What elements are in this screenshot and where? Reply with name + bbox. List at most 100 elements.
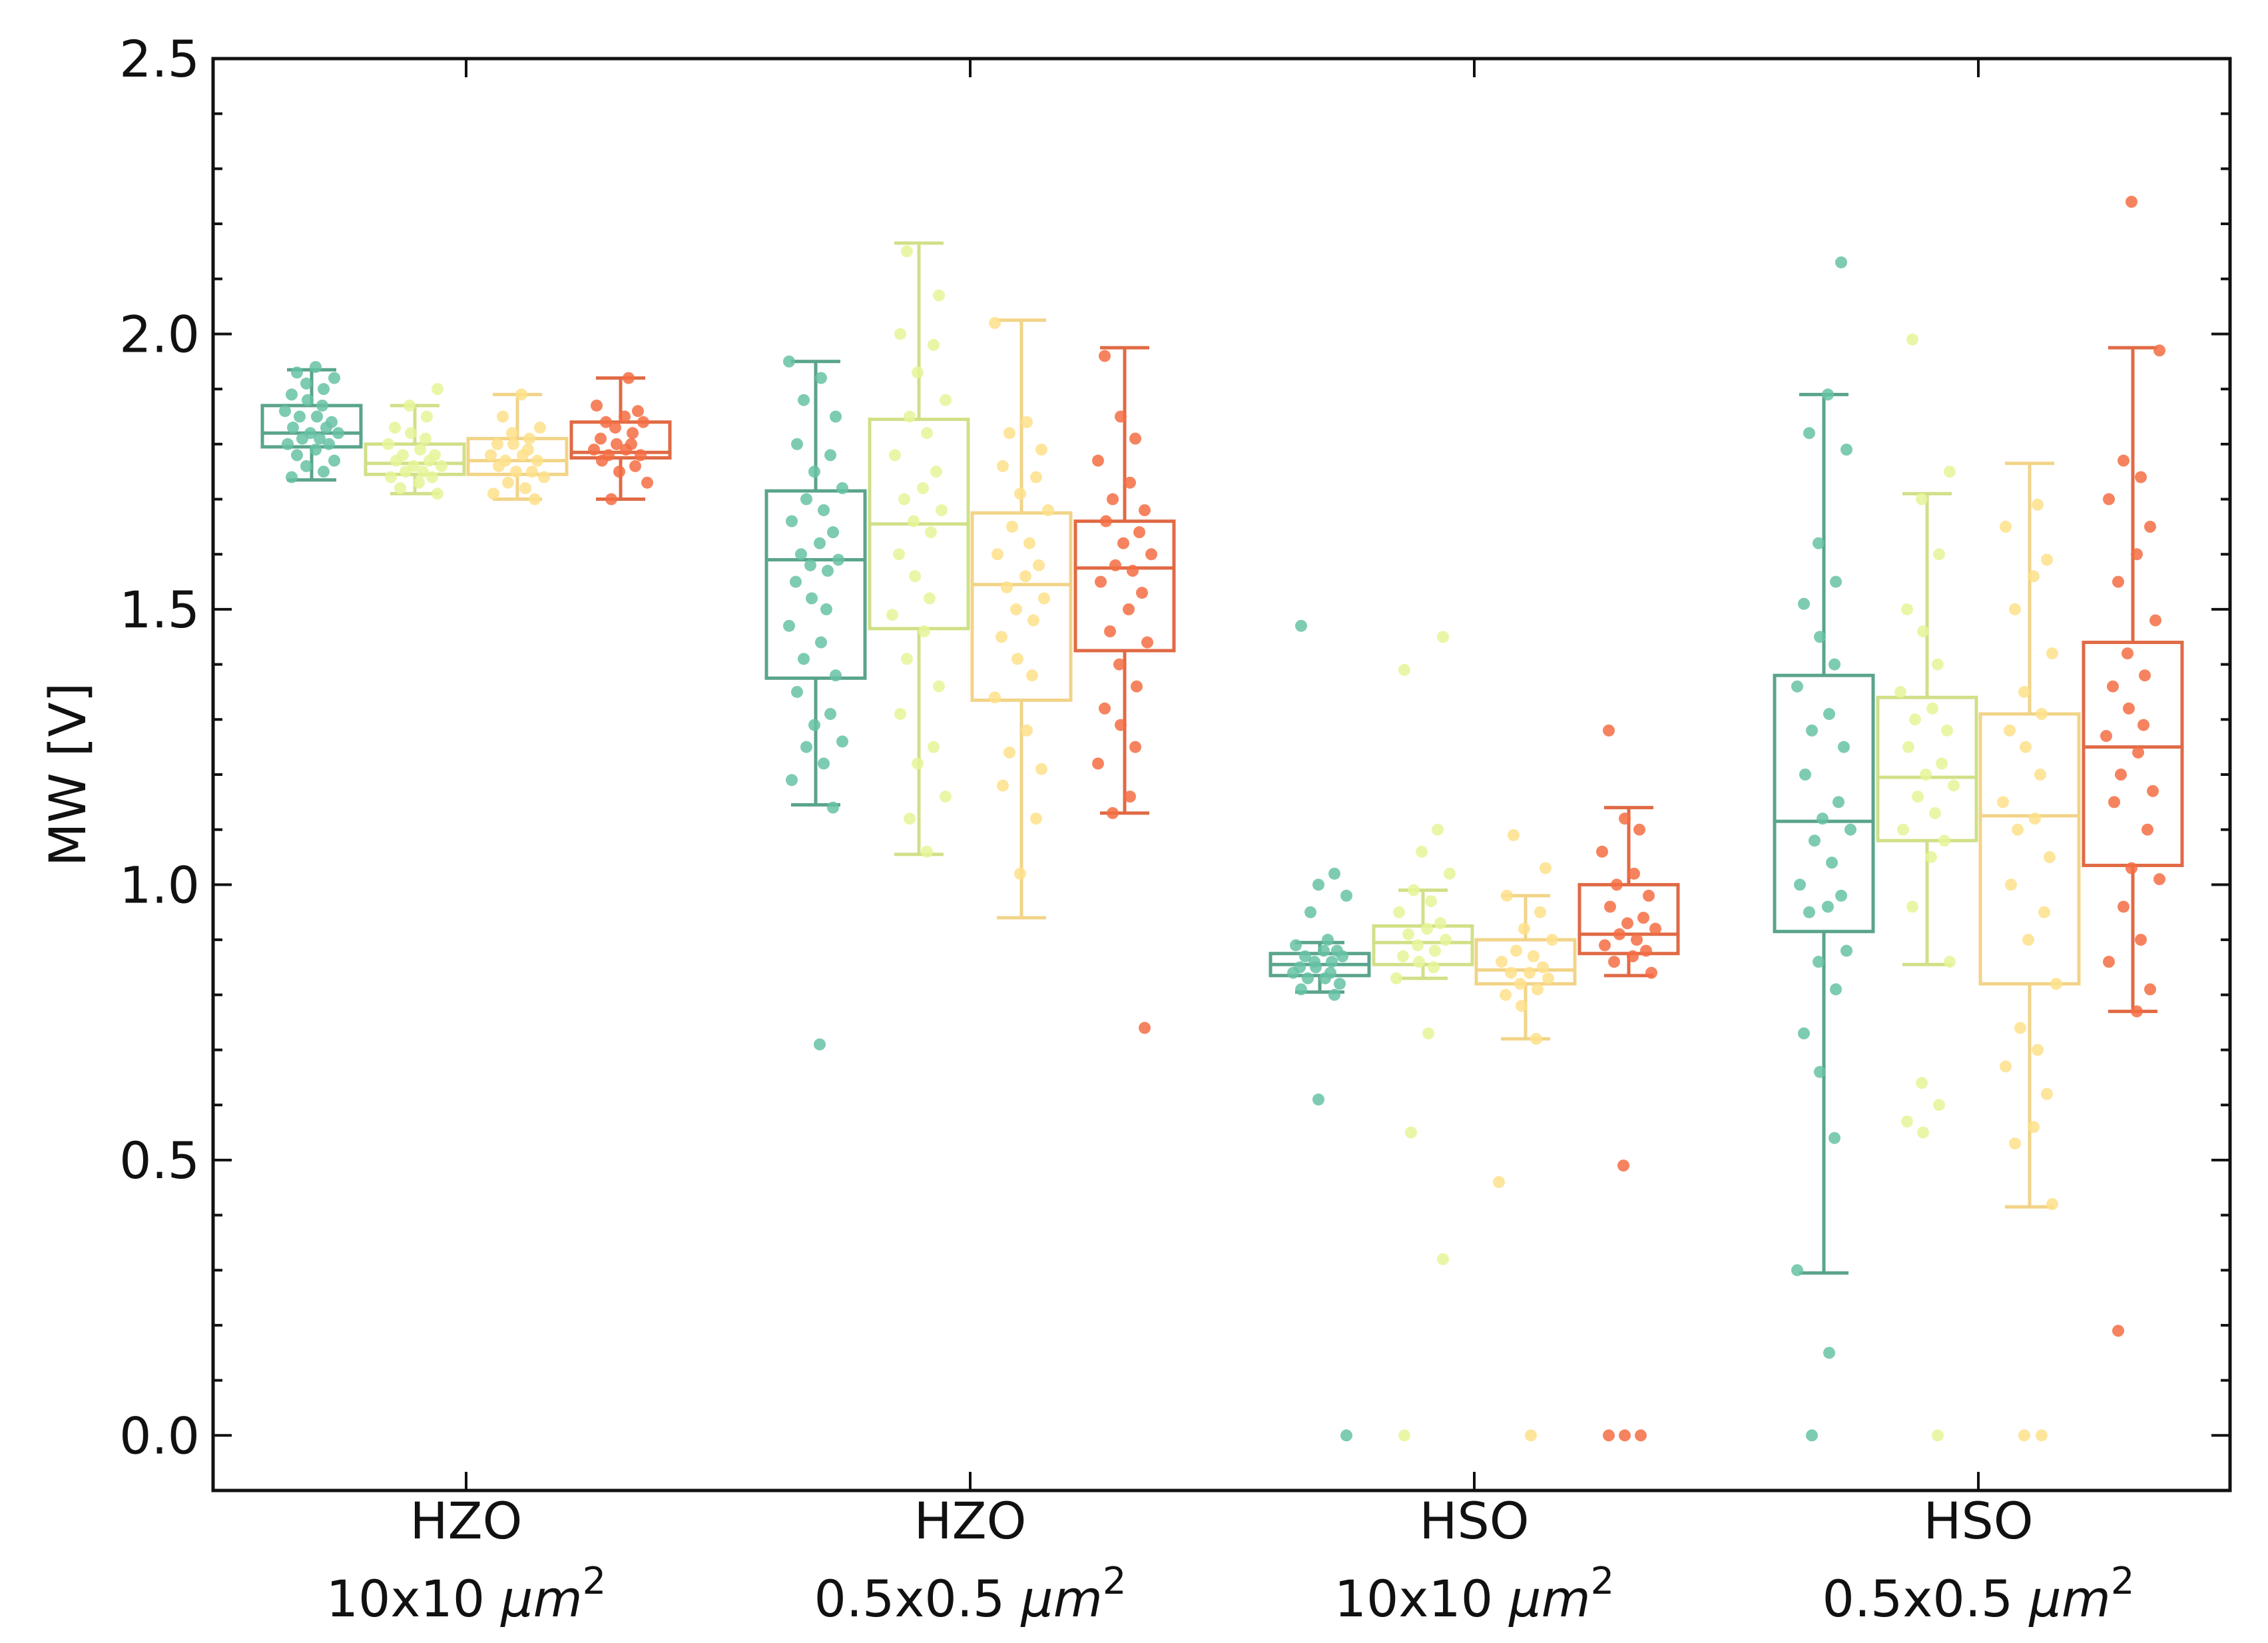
data-point bbox=[2115, 769, 2127, 781]
x-tick-size-exponent: 2 bbox=[583, 1560, 607, 1603]
box-plot bbox=[868, 241, 970, 856]
data-point bbox=[300, 377, 312, 390]
data-point bbox=[1328, 867, 1340, 880]
data-point bbox=[2107, 680, 2119, 693]
box-plot bbox=[1577, 806, 1680, 978]
data-point bbox=[323, 438, 335, 450]
data-point bbox=[2131, 548, 2143, 561]
data-point bbox=[328, 454, 340, 467]
data-point bbox=[995, 631, 1007, 643]
data-point bbox=[1136, 587, 1148, 599]
data-point bbox=[1437, 631, 1449, 643]
box-plot bbox=[260, 368, 363, 482]
data-points bbox=[279, 196, 2165, 1442]
data-point bbox=[798, 394, 810, 406]
data-point bbox=[1791, 1264, 1803, 1277]
x-tick-label-size: 0.5x0.5 μm2 bbox=[1823, 1560, 2135, 1628]
data-point bbox=[1001, 581, 1013, 593]
data-point bbox=[405, 427, 417, 440]
data-point bbox=[523, 432, 535, 445]
box-plot bbox=[970, 318, 1073, 920]
data-point bbox=[1421, 922, 1433, 935]
data-point bbox=[522, 444, 534, 456]
data-point bbox=[1627, 950, 1639, 962]
data-point bbox=[1841, 444, 1852, 456]
data-point bbox=[2038, 906, 2050, 918]
data-point bbox=[1912, 791, 1924, 803]
iqr-box bbox=[1876, 695, 1978, 842]
data-point bbox=[1133, 526, 1145, 539]
data-point bbox=[635, 449, 647, 462]
data-point bbox=[2050, 978, 2062, 990]
data-point bbox=[526, 466, 538, 478]
data-point bbox=[328, 372, 340, 384]
data-point bbox=[2126, 862, 2137, 874]
data-point bbox=[1603, 724, 1615, 737]
data-point bbox=[332, 427, 344, 440]
data-point bbox=[619, 410, 631, 423]
data-point bbox=[1334, 978, 1346, 990]
data-point bbox=[901, 245, 913, 258]
data-point bbox=[1295, 983, 1307, 996]
data-point bbox=[1501, 889, 1513, 902]
data-point bbox=[1322, 934, 1334, 946]
data-point bbox=[2153, 873, 2165, 886]
data-point bbox=[928, 339, 940, 351]
data-point bbox=[294, 410, 306, 423]
data-point bbox=[1835, 256, 1847, 268]
iqr-box bbox=[764, 489, 867, 680]
data-point bbox=[1809, 834, 1821, 847]
data-point bbox=[310, 361, 322, 374]
data-point bbox=[912, 757, 924, 770]
data-point bbox=[1021, 416, 1033, 428]
data-point bbox=[1833, 796, 1844, 809]
data-point bbox=[940, 394, 952, 406]
data-point bbox=[1425, 895, 1437, 908]
data-point bbox=[1033, 559, 1045, 571]
data-point bbox=[818, 504, 830, 517]
data-point bbox=[413, 476, 425, 489]
data-point bbox=[1510, 944, 1522, 957]
x-tick-label-size: 10x10 μm2 bbox=[326, 1560, 607, 1628]
data-point bbox=[2100, 730, 2112, 743]
data-point bbox=[933, 289, 945, 302]
data-point bbox=[1516, 1000, 1528, 1012]
data-point bbox=[420, 432, 431, 445]
data-point bbox=[629, 460, 641, 472]
data-point bbox=[1916, 493, 1928, 505]
data-point bbox=[613, 466, 625, 478]
data-point bbox=[2022, 934, 2034, 946]
y-tick-labels: 0.0 0.5 1.0 1.5 2.0 2.5 bbox=[119, 29, 200, 1465]
data-point bbox=[791, 438, 803, 450]
data-point bbox=[1829, 658, 1841, 671]
data-point bbox=[1925, 851, 1937, 864]
data-point bbox=[588, 444, 600, 456]
data-point bbox=[300, 460, 312, 472]
y-axis-title: MW [V] bbox=[38, 683, 97, 866]
data-point bbox=[795, 548, 807, 561]
data-point bbox=[909, 570, 921, 583]
data-point bbox=[814, 537, 826, 549]
data-point bbox=[2009, 1138, 2021, 1150]
data-point bbox=[1621, 917, 1633, 930]
data-point bbox=[510, 466, 522, 478]
y-tick-label: 0.5 bbox=[119, 1131, 200, 1190]
data-point bbox=[917, 482, 929, 494]
data-point bbox=[921, 845, 933, 858]
iqr-box bbox=[569, 420, 672, 460]
data-point bbox=[1092, 454, 1104, 467]
x-tick-size-value: 0.5x0.5 bbox=[1823, 1569, 2014, 1628]
x-tick-size-exponent: 2 bbox=[1103, 1560, 1127, 1603]
data-point bbox=[1019, 570, 1031, 583]
data-point bbox=[1814, 1066, 1826, 1078]
data-point bbox=[1127, 565, 1139, 577]
data-point bbox=[1532, 983, 1544, 996]
data-point bbox=[1302, 972, 1314, 984]
data-point bbox=[1948, 779, 1960, 792]
data-point bbox=[2108, 796, 2120, 809]
data-point bbox=[790, 575, 802, 588]
data-point bbox=[808, 466, 820, 478]
iqr-box bbox=[364, 442, 466, 476]
x-tick-size-unit: μm bbox=[2028, 1569, 2110, 1628]
data-point bbox=[1938, 834, 1950, 847]
